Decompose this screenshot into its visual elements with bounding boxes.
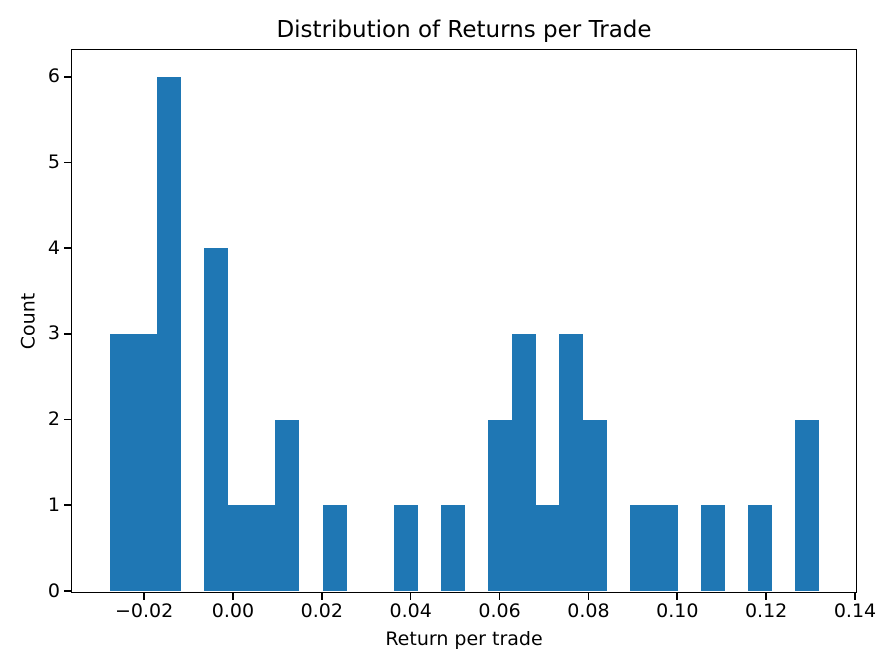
histogram-bar xyxy=(157,76,182,591)
histogram-bar xyxy=(653,505,678,591)
x-tick-label: 0.14 xyxy=(833,600,877,622)
plot-area xyxy=(73,51,855,591)
histogram-bar xyxy=(488,419,513,591)
histogram-bar xyxy=(109,333,134,591)
histogram-bar xyxy=(440,505,465,591)
y-tick-mark xyxy=(64,75,72,78)
x-tick-mark xyxy=(321,592,323,600)
y-tick-label: 1 xyxy=(47,493,60,516)
y-tick-mark xyxy=(64,418,72,421)
x-tick-label: 0.02 xyxy=(300,600,343,622)
x-tick-mark xyxy=(765,592,767,600)
histogram-bar xyxy=(133,333,158,591)
histogram-bar xyxy=(629,505,654,591)
y-tick-label: 4 xyxy=(47,236,60,259)
histogram-bar xyxy=(535,505,560,591)
histogram-bar xyxy=(393,505,418,591)
x-axis-label: Return per trade xyxy=(385,628,543,650)
y-tick-mark xyxy=(64,504,72,507)
histogram-bar xyxy=(322,505,347,591)
y-tick-mark xyxy=(64,247,72,249)
x-tick-label: 0.00 xyxy=(211,600,255,622)
y-tick-label: 5 xyxy=(47,150,60,173)
histogram-bar xyxy=(582,419,607,591)
x-tick-label: 0.06 xyxy=(478,600,521,622)
histogram-bar xyxy=(700,505,725,591)
x-tick-mark xyxy=(143,592,145,600)
x-tick-mark xyxy=(498,592,501,600)
x-tick-label: 0.04 xyxy=(389,600,432,622)
histogram-bar xyxy=(748,505,773,591)
y-tick-label: 2 xyxy=(47,408,60,431)
x-tick-label: 0.10 xyxy=(656,600,699,622)
x-tick-mark xyxy=(409,592,412,600)
histogram-bar xyxy=(228,505,253,591)
y-tick-mark xyxy=(64,590,72,592)
histogram-bar xyxy=(558,333,584,591)
histogram-bar xyxy=(251,505,276,591)
x-tick-label: 0.08 xyxy=(567,600,610,622)
x-tick-label: −0.02 xyxy=(114,600,174,622)
y-tick-label: 0 xyxy=(47,579,60,602)
histogram-bar xyxy=(511,333,536,591)
histogram-bar xyxy=(204,248,229,591)
y-tick-mark xyxy=(64,161,72,164)
x-tick-mark xyxy=(676,592,679,600)
histogram-bar xyxy=(275,419,300,591)
histogram-bar xyxy=(795,419,820,591)
x-tick-mark xyxy=(587,592,590,600)
chart-title: Distribution of Returns per Trade xyxy=(276,17,652,43)
y-tick-mark xyxy=(64,333,72,335)
x-tick-label: 0.12 xyxy=(744,600,788,622)
x-tick-mark xyxy=(232,592,234,600)
x-tick-mark xyxy=(854,592,856,600)
y-tick-label: 6 xyxy=(47,65,60,88)
y-tick-label: 3 xyxy=(47,322,60,345)
axes-spines xyxy=(71,49,857,593)
